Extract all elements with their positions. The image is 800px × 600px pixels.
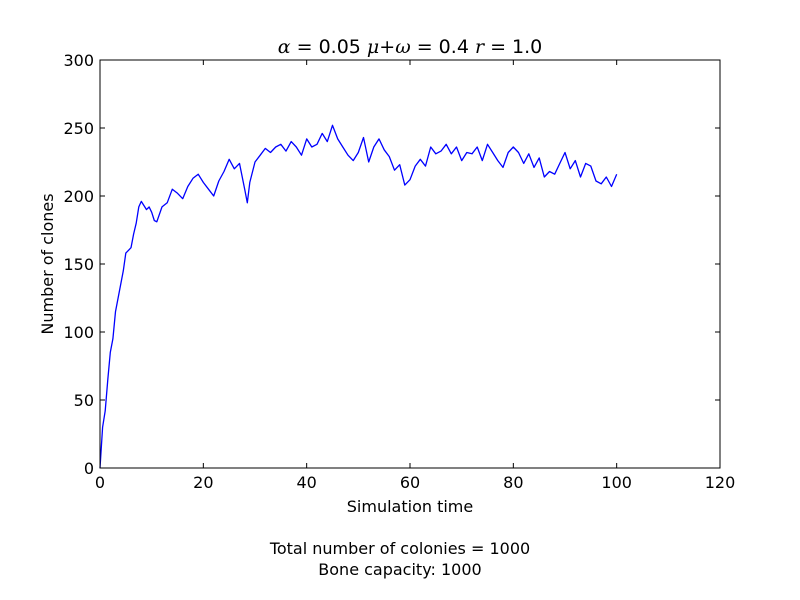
y-tick-label: 300: [63, 51, 94, 70]
y-tick-label: 200: [63, 187, 94, 206]
alpha-symbol: α: [278, 36, 291, 58]
plot-frame: [99, 59, 721, 469]
x-axis-label: Simulation time: [347, 497, 473, 516]
x-tick-label: 120: [705, 473, 736, 492]
caption-total-colonies: Total number of colonies = 1000: [269, 539, 531, 558]
y-tick-label: 250: [63, 119, 94, 138]
r-symbol: r: [475, 36, 486, 58]
y-tick-label: 150: [63, 255, 94, 274]
r-value: = 1.0: [484, 36, 542, 58]
caption-bone-capacity: Bone capacity: 1000: [318, 560, 482, 579]
mu-omega-symbol: μ+ω: [367, 36, 411, 58]
mu-omega-value: = 0.4: [411, 36, 475, 58]
axis-ticks: 0 20 40 60 80 100 120 0 50 100 150 200 250 300: [63, 51, 735, 492]
x-tick-label: 60: [400, 473, 420, 492]
alpha-value: = 0.05: [291, 36, 367, 58]
x-tick-label: 0: [95, 473, 105, 492]
x-tick-label: 20: [193, 473, 213, 492]
x-tick-label: 40: [296, 473, 316, 492]
series-line-0: [99, 124, 618, 469]
y-axis-label: Number of clones: [38, 193, 57, 334]
y-tick-label: 0: [84, 459, 94, 478]
y-tick-label: 50: [74, 391, 94, 410]
chart-title: α = 0.05 μ+ω = 0.4 r = 1.0: [278, 36, 543, 58]
y-tick-label: 100: [63, 323, 94, 342]
x-tick-label: 100: [601, 473, 632, 492]
plot-area: [99, 124, 618, 469]
x-tick-label: 80: [503, 473, 523, 492]
